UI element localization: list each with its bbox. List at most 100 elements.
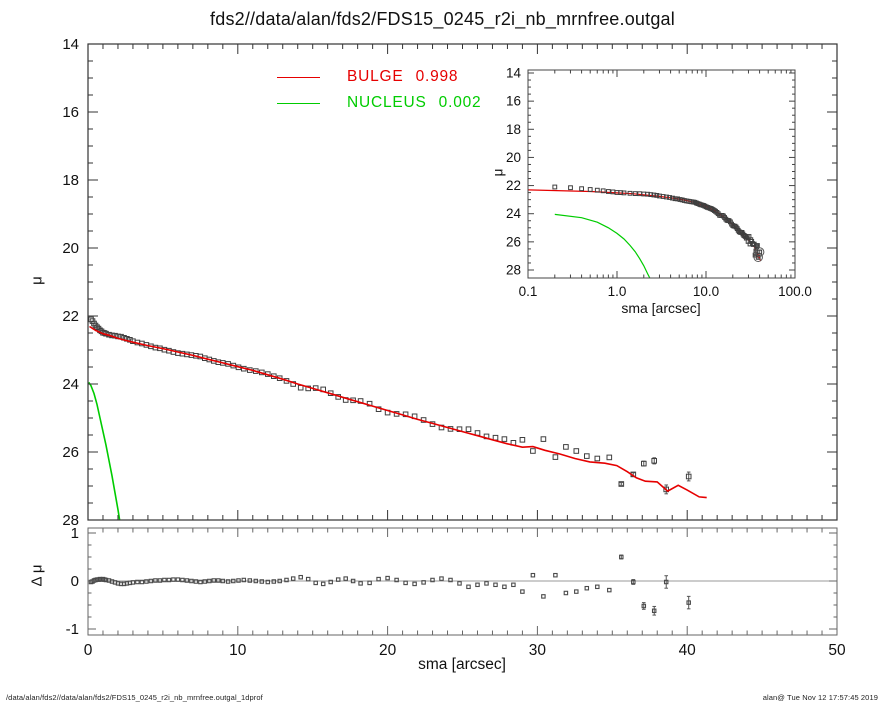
inset-data-point [579, 186, 585, 192]
inset-data-point [552, 184, 558, 190]
inset-data-point [587, 187, 593, 192]
data-point-residual [193, 579, 199, 584]
main-panel [88, 316, 707, 520]
inset-data-point [648, 192, 654, 197]
data-point-residual [225, 579, 231, 584]
data-point-residual [358, 581, 363, 586]
data-point-residual [259, 579, 265, 584]
data-point-residual [520, 589, 525, 594]
data-point-residual [385, 575, 390, 581]
inset-data-point [672, 196, 678, 202]
x-tick-label: 50 [828, 642, 846, 659]
residual-y-axis-label: Δ μ [28, 564, 46, 587]
data-point-residual [265, 579, 271, 585]
inset-x-axis-label: sma [arcsec] [621, 300, 701, 316]
inset-y-axis-label: μ [490, 168, 506, 177]
inset-y-tick-label: 26 [506, 234, 521, 249]
legend-label-nucleus: NUCLEUS [347, 94, 427, 111]
nucleus-model-line [88, 381, 121, 520]
x-tick-label: 40 [679, 642, 697, 659]
page-title: fds2//data/alan/fds2/FDS15_0245_r2i_nb_m… [210, 9, 675, 29]
data-point-residual [421, 580, 426, 585]
data-point-observed [606, 454, 613, 461]
inset-data-point [627, 190, 633, 196]
inset-data-point [606, 189, 611, 194]
data-point-residual [584, 585, 590, 591]
data-point-observed [501, 436, 508, 442]
data-point-residual [211, 578, 217, 583]
data-point-observed [573, 448, 580, 454]
x-tick-label: 0 [84, 642, 93, 659]
data-point-residual [595, 584, 600, 590]
data-point-residual [394, 577, 399, 583]
inset-data-point [755, 254, 761, 260]
inset-data-point [651, 192, 657, 198]
legend-item-bulge: BULGE 0.998 [277, 64, 481, 90]
data-point-residual [607, 587, 612, 593]
data-point-residual [484, 581, 489, 586]
data-point-residual [175, 577, 181, 582]
data-point-residual [277, 578, 282, 584]
inset-data-point [568, 185, 573, 191]
data-point-observed [641, 460, 647, 467]
legend-label-bulge: BULGE [347, 68, 404, 85]
data-point-residual [403, 580, 408, 586]
inset-y-tick-label: 28 [506, 263, 521, 278]
data-point-residual [253, 578, 259, 584]
data-point-residual [412, 581, 417, 587]
data-point-observed [552, 454, 559, 460]
data-point-residual [144, 579, 149, 584]
legend: BULGE 0.998 NUCLEUS 0.002 [277, 64, 481, 116]
data-point-observed [563, 444, 569, 450]
data-point-residual [367, 580, 372, 586]
data-point-residual [511, 582, 516, 588]
residual-panel [88, 554, 837, 616]
data-point-residual [313, 580, 318, 586]
data-point-residual [207, 578, 212, 584]
data-point-residual [619, 554, 624, 560]
inset-data-point [726, 218, 732, 224]
inset-data-point [670, 195, 675, 201]
data-point-residual [153, 578, 158, 583]
inset-nucleus-line [554, 213, 651, 278]
data-point-residual [184, 578, 190, 583]
data-point-residual [162, 577, 167, 583]
footer-file-path: /data/alan/fds2//data/alan/fds2/FDS15_02… [6, 693, 263, 702]
x-tick-label: 30 [529, 642, 547, 659]
bulge-line-swatch [277, 76, 320, 78]
data-point-residual [130, 580, 136, 585]
data-point-observed [618, 481, 625, 487]
x-axis-label: sma [arcsec] [418, 656, 506, 673]
data-point-residual [686, 600, 691, 605]
inset-y-tick-label: 20 [506, 150, 521, 165]
data-point-observed [530, 448, 536, 454]
inset-bulge-line [528, 189, 762, 262]
data-point-residual [530, 572, 536, 578]
data-point-residual [231, 578, 236, 584]
data-point-residual [241, 577, 247, 583]
main-y-tick-label: 24 [62, 376, 79, 393]
data-point-residual [651, 608, 657, 614]
data-point-residual [216, 578, 221, 583]
nucleus-line-swatch [277, 102, 320, 104]
data-point-residual [166, 577, 172, 583]
data-point-observed [88, 316, 94, 323]
data-point-residual [631, 579, 636, 585]
inset-x-tick-label: 10.0 [693, 284, 719, 299]
inset-x-tick-label: 100.0 [778, 284, 812, 299]
residual-y-tick-label: 1 [71, 525, 79, 542]
inset-y-tick-label: 14 [506, 66, 522, 81]
data-point-observed [92, 322, 99, 329]
data-point-observed [651, 458, 658, 464]
data-point-residual [198, 579, 203, 585]
inset-y-tick-label: 18 [506, 122, 521, 137]
inset-frame [527, 69, 796, 279]
x-tick-label: 20 [379, 642, 397, 659]
data-point-residual [430, 577, 435, 583]
data-point-residual [284, 577, 289, 583]
main-y-tick-label: 20 [62, 240, 79, 257]
inset-data-point [664, 194, 669, 200]
data-point-observed [584, 453, 590, 459]
data-point-residual [298, 574, 303, 580]
